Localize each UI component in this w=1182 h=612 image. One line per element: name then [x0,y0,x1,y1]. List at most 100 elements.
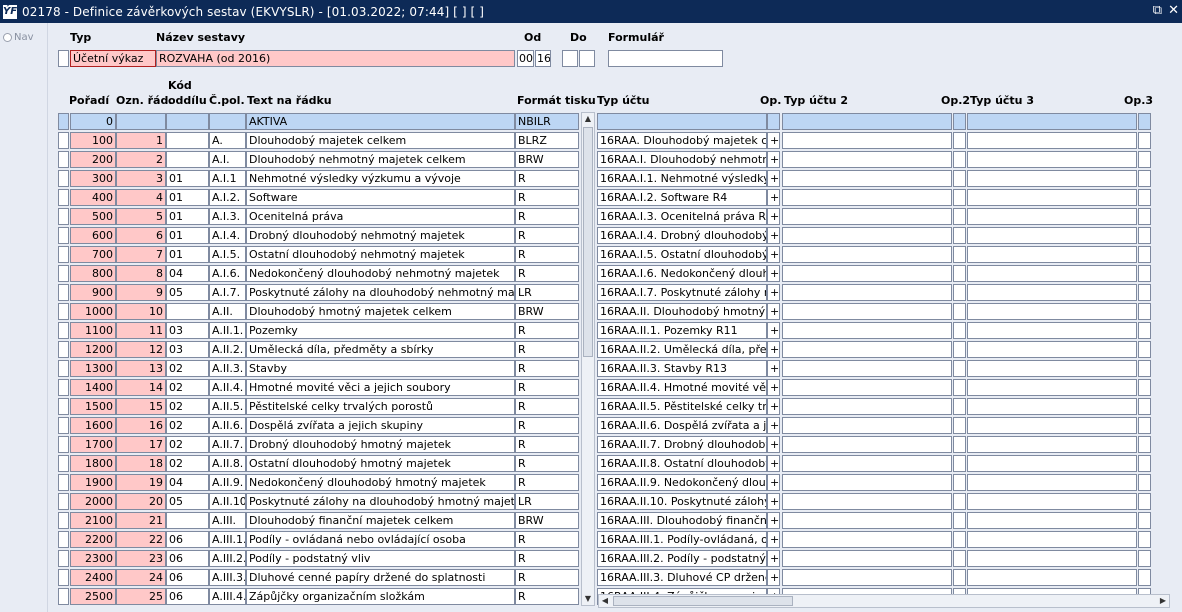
cpol-cell[interactable]: A.III.3. [209,569,246,586]
row-selector[interactable] [58,303,69,320]
op-cell[interactable]: + [767,246,780,263]
op3-cell[interactable] [1138,493,1151,510]
kod-cell[interactable]: 01 [166,170,209,187]
poradi-cell[interactable]: 800 [70,265,116,282]
kod-cell[interactable] [166,132,209,149]
text-cell[interactable]: Software [246,189,515,206]
op-cell[interactable]: + [767,493,780,510]
typ-uctu-cell[interactable]: 16RAA.I.4. Drobný dlouhodobý nehmotný [597,227,767,244]
op2-cell[interactable] [953,170,966,187]
text-cell[interactable]: Dlouhodobý hmotný majetek celkem [246,303,515,320]
op3-cell[interactable] [1138,132,1151,149]
cpol-cell[interactable]: A.II.9. [209,474,246,491]
typ-uctu-cell[interactable]: 16RAA.II.6. Dospělá zvířata a jejich [597,417,767,434]
op-cell[interactable]: + [767,151,780,168]
text-cell[interactable]: Pozemky [246,322,515,339]
op2-cell[interactable] [953,531,966,548]
ozn-cell[interactable]: 19 [116,474,166,491]
op-cell[interactable]: + [767,284,780,301]
typ-uctu-cell[interactable]: 16RAA.I.6. Nedokončený dlouhodobý [597,265,767,282]
hscroll-thumb[interactable] [613,596,793,606]
format-cell[interactable]: R [515,360,579,377]
op3-cell[interactable] [1138,151,1151,168]
format-cell[interactable]: R [515,208,579,225]
kod-cell[interactable]: 03 [166,341,209,358]
ozn-cell[interactable]: 1 [116,132,166,149]
ozn-cell[interactable]: 21 [116,512,166,529]
op3-cell[interactable] [1138,170,1151,187]
ozn-cell[interactable]: 14 [116,379,166,396]
kod-cell[interactable] [166,512,209,529]
op3-cell[interactable] [1138,341,1151,358]
typ-uctu2-cell[interactable] [782,531,952,548]
table-row[interactable]: 400 4 01 A.I.2. Software R 16RAA.I.2. Software… [49,188,1182,207]
cpol-cell[interactable]: A.I.3. [209,208,246,225]
table-row[interactable]: 300 3 01 A.I.1 Nehmotné výsledky výzkumu a v… [49,169,1182,188]
ozn-cell[interactable]: 7 [116,246,166,263]
op2-cell[interactable] [953,303,966,320]
scroll-thumb[interactable] [583,127,593,357]
table-row[interactable]: 2300 23 06 A.III.2. Podíly - podstatný vliv R… [49,549,1182,568]
op2-cell[interactable] [953,455,966,472]
op2-cell[interactable] [953,417,966,434]
horizontal-scrollbar[interactable]: ◀ ▶ [598,594,1170,608]
typ-uctu3-cell[interactable] [967,360,1137,377]
typ-uctu-cell[interactable]: 16RAA.II.4. Hmotné movité věci a jejich [597,379,767,396]
typ-uctu3-cell[interactable] [967,379,1137,396]
op-cell[interactable]: + [767,360,780,377]
table-row[interactable]: 700 7 01 A.I.5. Ostatní dlouhodobý nehmotný … [49,245,1182,264]
op-cell[interactable]: + [767,189,780,206]
op2-cell[interactable] [953,189,966,206]
op-cell[interactable]: + [767,512,780,529]
row-selector[interactable] [58,132,69,149]
text-cell[interactable]: Ostatní dlouhodobý hmotný majetek [246,455,515,472]
table-row[interactable]: 2500 25 06 A.III.4. Zápůjčky organizačním sl… [49,587,1182,606]
op3-cell[interactable] [1138,417,1151,434]
ozn-cell[interactable]: 4 [116,189,166,206]
cpol-cell[interactable]: A.II.2. [209,341,246,358]
kod-cell[interactable]: 02 [166,360,209,377]
op3-cell[interactable] [1138,189,1151,206]
poradi-cell[interactable]: 2300 [70,550,116,567]
table-row[interactable]: 2200 22 06 A.III.1. Podíly - ovládaná nebo o… [49,530,1182,549]
typ-uctu2-cell[interactable] [782,512,952,529]
kod-cell[interactable] [166,113,209,130]
op-cell[interactable]: + [767,417,780,434]
kod-cell[interactable]: 02 [166,455,209,472]
row-selector[interactable] [58,379,69,396]
op-cell[interactable]: + [767,455,780,472]
text-cell[interactable]: Hmotné movité věci a jejich soubory [246,379,515,396]
row-selector[interactable] [58,151,69,168]
cpol-cell[interactable]: A.II.6. [209,417,246,434]
od-field-2[interactable]: 16 [535,50,551,67]
row-selector[interactable] [58,360,69,377]
typ-uctu-cell[interactable]: 16RAA.I.3. Ocenitelná práva R5 [597,208,767,225]
typ-uctu-cell[interactable]: 16RAA.II.9. Nedokončený dlouhodobý [597,474,767,491]
typ-uctu3-cell[interactable] [967,151,1137,168]
typ-uctu3-cell[interactable] [967,284,1137,301]
typ-uctu3-cell[interactable] [967,322,1137,339]
ozn-cell[interactable]: 13 [116,360,166,377]
op2-cell[interactable] [953,398,966,415]
typ-uctu3-cell[interactable] [967,531,1137,548]
row-selector[interactable] [58,550,69,567]
ozn-cell[interactable]: 17 [116,436,166,453]
kod-cell[interactable]: 04 [166,474,209,491]
typ-uctu3-cell[interactable] [967,341,1137,358]
table-row[interactable]: 1400 14 02 A.II.4. Hmotné movité věci a jeji… [49,378,1182,397]
format-cell[interactable]: BRW [515,512,579,529]
op3-cell[interactable] [1138,113,1151,130]
ozn-cell[interactable]: 18 [116,455,166,472]
op-cell[interactable]: + [767,569,780,586]
poradi-cell[interactable]: 1900 [70,474,116,491]
typ-uctu3-cell[interactable] [967,436,1137,453]
text-cell[interactable]: Dluhové cenné papíry držené do splatnost… [246,569,515,586]
typ-uctu2-cell[interactable] [782,208,952,225]
typ-uctu2-cell[interactable] [782,151,952,168]
typ-uctu-cell[interactable]: 16RAA.II. Dlouhodobý hmotný majetek [597,303,767,320]
op3-cell[interactable] [1138,208,1151,225]
op2-cell[interactable] [953,550,966,567]
ozn-cell[interactable]: 20 [116,493,166,510]
cpol-cell[interactable]: A.I.4. [209,227,246,244]
typ-uctu-cell[interactable]: 16RAA.I.1. Nehmotné výsledky výzkumu [597,170,767,187]
